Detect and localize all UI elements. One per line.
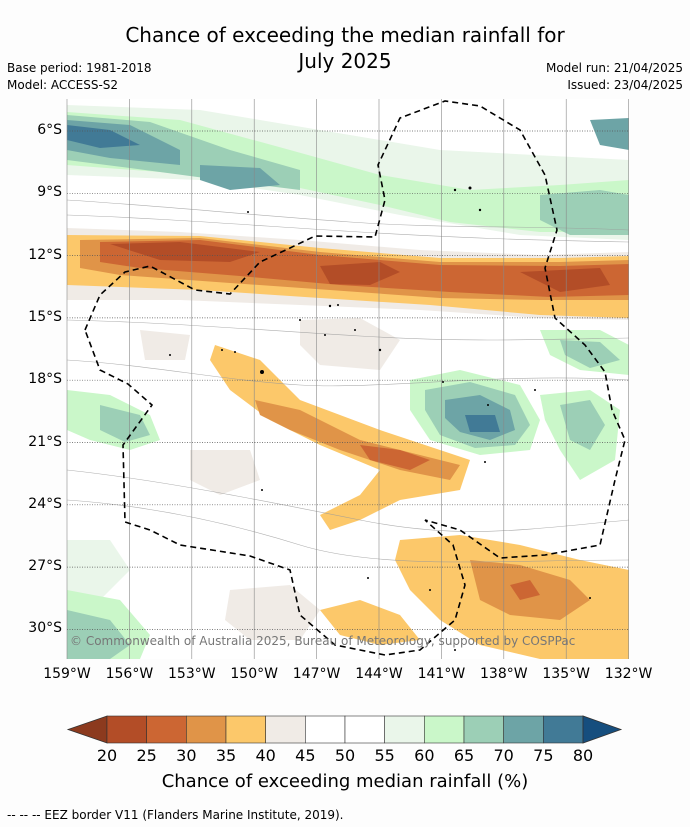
colorbar-tick-label: 25 xyxy=(136,746,157,765)
colorbar xyxy=(66,715,623,744)
colorbar-swatch xyxy=(543,715,584,744)
colorbar-tick-label: 35 xyxy=(215,746,237,765)
meta-right: Model run: 21/04/2025 Issued: 23/04/2025 xyxy=(546,60,683,94)
colorbar-tick-label: 65 xyxy=(453,746,475,765)
colorbar-extend-low xyxy=(66,715,108,744)
latitude-label: 12°S xyxy=(28,246,62,263)
colorbar-tick-label: 55 xyxy=(374,746,395,765)
colorbar-swatch xyxy=(265,715,306,744)
colorbar-swatch xyxy=(146,715,187,744)
colorbar-swatch xyxy=(344,715,385,744)
colorbar-tick-label: 70 xyxy=(493,746,514,765)
latitude-label: 21°S xyxy=(28,433,62,450)
longitude-label: 147°W xyxy=(292,666,341,682)
latitude-label: 6°S xyxy=(37,122,62,138)
colorbar-tick-label: 45 xyxy=(295,746,316,765)
title-line-1: Chance of exceeding the median rainfall … xyxy=(125,23,565,47)
latitude-label: 30°S xyxy=(28,620,62,637)
map-gridlines xyxy=(66,99,629,659)
colorbar-tick-label: 30 xyxy=(176,746,197,765)
colorbar-tick-label: 80 xyxy=(572,746,594,765)
islands xyxy=(169,186,591,651)
latitude-label: 9°S xyxy=(37,184,62,201)
longitude-label: 138°W xyxy=(480,666,528,682)
latitude-label: 15°S xyxy=(28,308,62,325)
colorbar-swatch xyxy=(424,715,465,744)
longitude-label: 159°W xyxy=(43,666,91,682)
base-period: Base period: 1981-2018 xyxy=(7,61,152,75)
longitude-label: 132°W xyxy=(604,666,653,682)
colorbar-title: Chance of exceeding median rainfall (%) xyxy=(161,771,529,792)
colorbar-swatch xyxy=(305,715,346,744)
longitude-label: 150°W xyxy=(230,666,278,682)
map-title: Chance of exceeding the median rainfall … xyxy=(0,22,690,74)
copyright-notice: © Commonwealth of Australia 2025, Bureau… xyxy=(70,634,576,648)
issued-date: Issued: 23/04/2025 xyxy=(567,78,683,92)
colorbar-tick-label: 40 xyxy=(255,746,276,765)
colorbar-swatch xyxy=(503,715,544,744)
colorbar-swatch xyxy=(186,715,227,744)
longitude-label: 144°W xyxy=(355,666,403,682)
latitude-label: 27°S xyxy=(28,558,62,575)
longitude-label: 153°W xyxy=(168,666,216,682)
longitude-label: 141°W xyxy=(417,666,466,682)
longitude-label: 156°W xyxy=(105,666,154,682)
colorbar-extend-high xyxy=(582,715,623,744)
latitude-label: 18°S xyxy=(28,371,62,388)
colorbar-swatch xyxy=(225,715,266,744)
colorbar-swatch xyxy=(384,715,425,744)
colorbar-tick-label: 50 xyxy=(334,746,356,765)
colorbar-swatch xyxy=(463,715,504,744)
model-name: Model: ACCESS-S2 xyxy=(7,78,119,92)
eez-footnote: -- -- -- EEZ border V11 (Flanders Marine… xyxy=(7,808,344,822)
rainfall-field xyxy=(67,99,629,659)
colorbar-tick-label: 60 xyxy=(414,746,435,765)
model-run: Model run: 21/04/2025 xyxy=(545,61,683,75)
longitude-label: 135°W xyxy=(542,666,590,682)
latitude-label: 24°S xyxy=(28,495,62,512)
colorbar-tick-label: 75 xyxy=(533,746,554,765)
colorbar-swatch xyxy=(106,715,147,744)
colorbar-tick-label: 20 xyxy=(96,746,118,765)
meta-left: Base period: 1981-2018 Model: ACCESS-S2 xyxy=(7,60,152,94)
title-line-2: July 2025 xyxy=(298,49,392,73)
